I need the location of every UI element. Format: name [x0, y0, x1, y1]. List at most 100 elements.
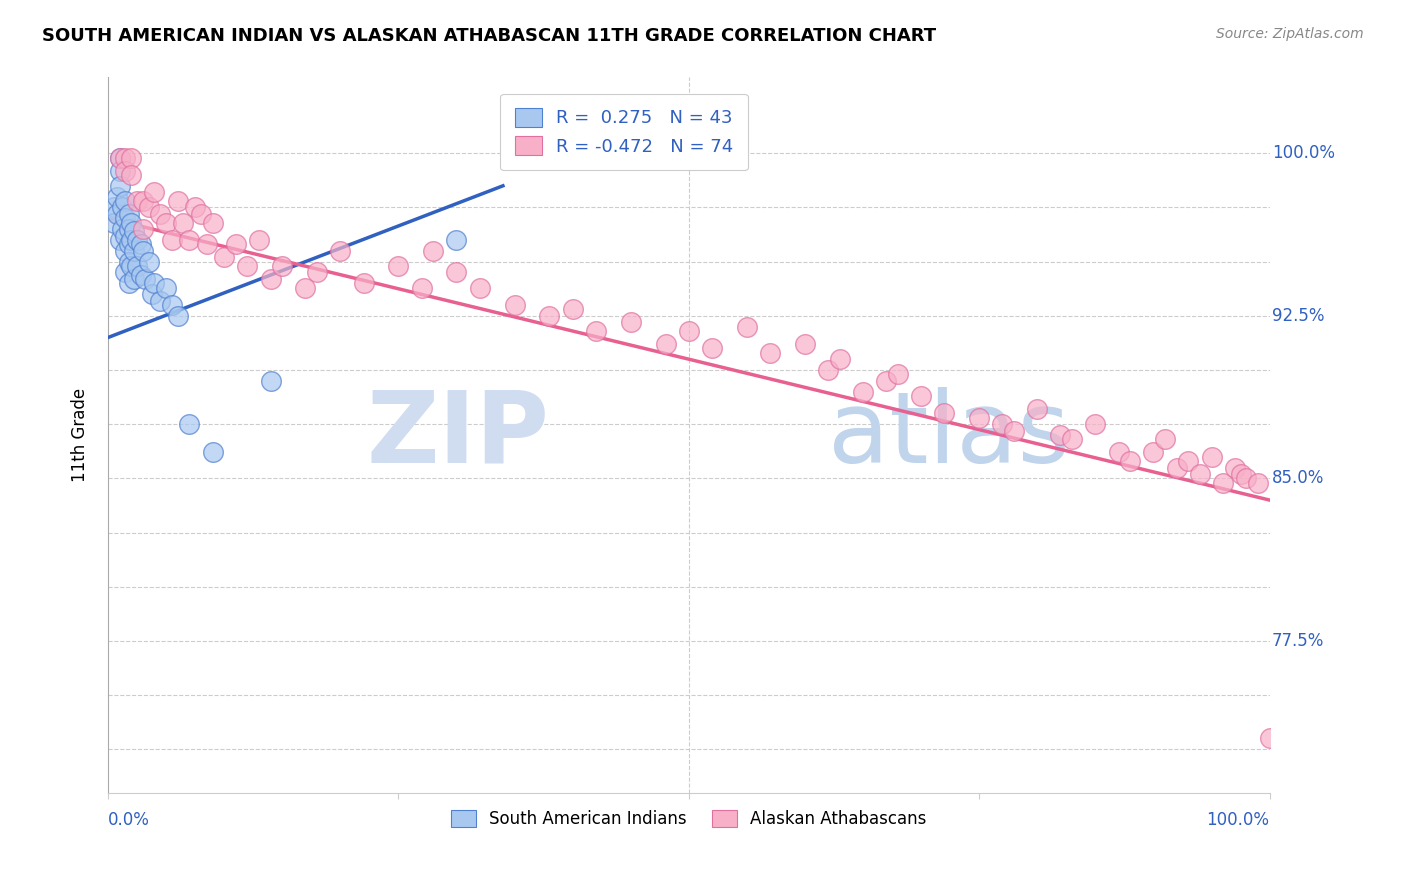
Point	[1223, 460, 1246, 475]
Point	[1188, 467, 1211, 481]
Point	[446, 233, 468, 247]
Point	[114, 151, 136, 165]
Point	[259, 374, 281, 388]
Point	[934, 406, 956, 420]
Point	[1177, 454, 1199, 468]
Point	[118, 277, 141, 291]
Point	[118, 237, 141, 252]
Point	[108, 163, 131, 178]
Point	[1084, 417, 1107, 432]
Point	[141, 287, 163, 301]
Point	[1119, 454, 1142, 468]
Point	[411, 280, 433, 294]
Point	[387, 259, 409, 273]
Point	[620, 315, 643, 329]
Point	[114, 163, 136, 178]
Point	[179, 233, 201, 247]
Point	[294, 280, 316, 294]
Point	[1258, 731, 1281, 746]
Point	[108, 178, 131, 193]
Point	[887, 368, 910, 382]
Point	[166, 194, 188, 208]
Point	[1212, 475, 1234, 490]
Point	[422, 244, 444, 258]
Point	[120, 259, 142, 273]
Point	[105, 207, 128, 221]
Point	[134, 272, 156, 286]
Point	[1002, 424, 1025, 438]
Text: 92.5%: 92.5%	[1272, 307, 1324, 325]
Point	[138, 201, 160, 215]
Point	[143, 277, 166, 291]
Point	[307, 265, 329, 279]
Text: 100.0%: 100.0%	[1206, 811, 1270, 829]
Point	[1026, 402, 1049, 417]
Text: Source: ZipAtlas.com: Source: ZipAtlas.com	[1216, 27, 1364, 41]
Point	[160, 298, 183, 312]
Point	[118, 222, 141, 236]
Point	[201, 445, 224, 459]
Point	[852, 384, 875, 399]
Point	[122, 224, 145, 238]
Point	[160, 233, 183, 247]
Point	[1234, 471, 1257, 485]
Point	[122, 244, 145, 258]
Point	[114, 194, 136, 208]
Point	[120, 216, 142, 230]
Point	[794, 337, 817, 351]
Point	[120, 233, 142, 247]
Point	[1049, 428, 1071, 442]
Point	[735, 319, 758, 334]
Point	[1247, 475, 1270, 490]
Point	[138, 254, 160, 268]
Point	[173, 216, 195, 230]
Point	[122, 272, 145, 286]
Point	[155, 280, 177, 294]
Point	[967, 410, 990, 425]
Point	[247, 233, 270, 247]
Point	[129, 237, 152, 252]
Point	[468, 280, 491, 294]
Text: SOUTH AMERICAN INDIAN VS ALASKAN ATHABASCAN 11TH GRADE CORRELATION CHART: SOUTH AMERICAN INDIAN VS ALASKAN ATHABAS…	[42, 27, 936, 45]
Point	[111, 201, 134, 215]
Point	[108, 233, 131, 247]
Point	[759, 345, 782, 359]
Point	[678, 324, 700, 338]
Point	[503, 298, 526, 312]
Point	[125, 233, 148, 247]
Point	[654, 337, 676, 351]
Point	[1154, 433, 1177, 447]
Legend: South American Indians, Alaskan Athabascans: South American Indians, Alaskan Athabasc…	[444, 803, 934, 834]
Point	[329, 244, 352, 258]
Point	[111, 222, 134, 236]
Point	[1201, 450, 1223, 464]
Text: 0.0%: 0.0%	[108, 811, 150, 829]
Point	[132, 222, 155, 236]
Point	[1229, 467, 1251, 481]
Point	[114, 244, 136, 258]
Point	[201, 216, 224, 230]
Point	[118, 254, 141, 268]
Point	[114, 265, 136, 279]
Point	[179, 417, 201, 432]
Point	[212, 250, 235, 264]
Text: 100.0%: 100.0%	[1272, 145, 1334, 162]
Point	[259, 272, 281, 286]
Point	[190, 207, 212, 221]
Point	[120, 168, 142, 182]
Point	[103, 216, 125, 230]
Text: 77.5%: 77.5%	[1272, 632, 1324, 650]
Y-axis label: 11th Grade: 11th Grade	[72, 388, 89, 482]
Point	[129, 268, 152, 282]
Point	[114, 211, 136, 226]
Point	[108, 151, 131, 165]
Point	[155, 216, 177, 230]
Text: atlas: atlas	[828, 386, 1070, 483]
Text: 85.0%: 85.0%	[1272, 469, 1324, 487]
Point	[118, 207, 141, 221]
Point	[195, 237, 218, 252]
Point	[817, 363, 839, 377]
Point	[700, 342, 723, 356]
Point	[236, 259, 259, 273]
Point	[132, 244, 155, 258]
